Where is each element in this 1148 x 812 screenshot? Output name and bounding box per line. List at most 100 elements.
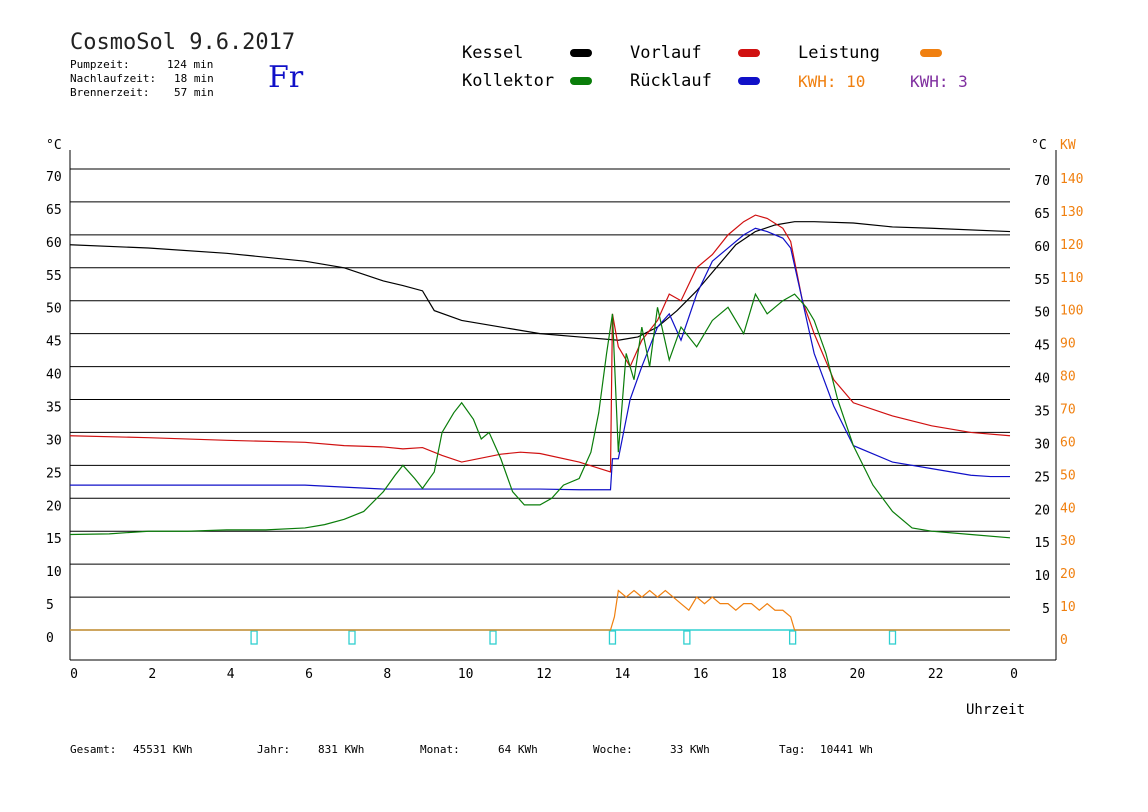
y-tick-right-kw: 10	[1060, 600, 1076, 615]
y-tick-left: 20	[46, 499, 62, 514]
y-tick-right-kw: 50	[1060, 468, 1076, 483]
pump-marker	[348, 630, 356, 645]
y-tick-left: 60	[46, 236, 62, 251]
y-tick-right-kw: 70	[1060, 403, 1076, 418]
y-tick-right-c: 15	[1034, 536, 1050, 551]
x-axis-label: Uhrzeit	[966, 702, 1026, 718]
pump-marker	[888, 630, 897, 645]
legend-vorlauf-label: Vorlauf	[630, 43, 702, 63]
x-tick: 0	[1010, 667, 1018, 682]
pumpzeit-value: 124 min	[167, 58, 214, 71]
x-tick: 6	[305, 667, 313, 682]
pump-marker	[489, 630, 497, 645]
kwh-orange-label: KWH: 10	[798, 72, 866, 91]
footer-gesamt-value: 45531 KWh	[133, 743, 193, 756]
y-tick-left: 40	[46, 368, 62, 383]
legend-kollektor-label: Kollektor	[462, 71, 555, 91]
chart-title: CosmoSol 9.6.2017	[70, 30, 296, 55]
legend-leistung-label: Leistung	[798, 43, 880, 63]
y-tick-right-c: 25	[1034, 470, 1050, 485]
nachlaufzeit-value: 18 min	[174, 72, 214, 85]
series-leistung	[70, 589, 1010, 631]
y-tick-right-c: 30	[1034, 437, 1050, 452]
brennerzeit-label: Brennerzeit:	[70, 86, 150, 99]
y-tick-right-kw: 140	[1060, 172, 1083, 187]
pump-marker	[683, 630, 691, 645]
y-axis-unit-left: °C	[46, 138, 62, 153]
x-tick: 18	[771, 667, 787, 682]
y-tick-left: 15	[46, 532, 62, 547]
x-tick: 14	[615, 667, 631, 682]
y-tick-right-c: 50	[1034, 306, 1050, 321]
brennerzeit-value: 57 min	[174, 86, 214, 99]
legend-ruecklauf-swatch	[738, 77, 760, 85]
weekday-label: Fr	[268, 60, 304, 95]
y-tick-left: 65	[46, 203, 62, 218]
y-tick-right-kw: 60	[1060, 435, 1076, 450]
footer-monat-value: 64 KWh	[498, 743, 538, 756]
footer-woche-value: 33 KWh	[670, 743, 710, 756]
x-tick: 4	[227, 667, 235, 682]
y-tick-left: 35	[46, 401, 62, 416]
y-tick-right-c: 45	[1034, 339, 1050, 354]
pump-marker	[788, 630, 797, 645]
y-tick-right-c: 10	[1034, 569, 1050, 584]
y-tick-right-kw: 0	[1060, 633, 1068, 648]
series-kessel	[69, 221, 1011, 341]
y-tick-right-c: 70	[1034, 174, 1050, 189]
x-tick: 10	[458, 667, 474, 682]
footer-jahr-label: Jahr:	[257, 743, 291, 756]
y-tick-right-kw: 120	[1060, 238, 1083, 253]
legend-vorlauf-swatch	[738, 49, 760, 57]
x-tick: 22	[928, 667, 944, 682]
pumpzeit-label: Pumpzeit:	[70, 58, 130, 71]
series-kollektor	[69, 292, 1011, 539]
pump-marker	[250, 630, 258, 645]
y-tick-right-kw: 30	[1060, 534, 1076, 549]
x-tick: 8	[383, 667, 391, 682]
y-tick-left: 25	[46, 466, 62, 481]
y-tick-right-c: 55	[1034, 273, 1050, 288]
y-tick-right-kw: 130	[1060, 205, 1083, 220]
y-axis-unit-kw: KW	[1060, 138, 1076, 153]
y-tick-right-c: 20	[1034, 503, 1050, 518]
x-tick: 2	[148, 667, 156, 682]
legend-kollektor-swatch	[570, 77, 592, 85]
series-vorlauf	[69, 214, 1011, 473]
footer-jahr-value: 831 KWh	[318, 743, 365, 756]
y-tick-right-kw: 100	[1060, 304, 1083, 319]
y-tick-left: 45	[46, 335, 62, 350]
legend-kessel-label: Kessel	[462, 43, 524, 63]
y-tick-left: 30	[46, 433, 62, 448]
footer-gesamt-label: Gesamt:	[70, 743, 117, 756]
y-tick-right-c: 40	[1034, 372, 1050, 387]
y-tick-right-c: 65	[1034, 207, 1050, 222]
y-tick-left: 55	[46, 269, 62, 284]
y-tick-right-kw: 80	[1060, 370, 1076, 385]
footer-tag-value: 10441 Wh	[820, 743, 873, 756]
y-tick-right-c: 60	[1034, 240, 1050, 255]
y-axis-unit-right: °C	[1031, 138, 1047, 153]
y-tick-left: 10	[46, 565, 62, 580]
y-tick-right-c: 5	[1042, 602, 1050, 617]
y-tick-right-kw: 110	[1060, 271, 1083, 286]
y-tick-right-kw: 90	[1060, 337, 1076, 352]
y-tick-left: 0	[46, 631, 54, 646]
y-tick-right-kw: 20	[1060, 567, 1076, 582]
y-tick-left: 50	[46, 302, 62, 317]
footer-tag-label: Tag:	[779, 743, 806, 756]
y-tick-right-kw: 40	[1060, 501, 1076, 516]
pump-marker	[608, 630, 617, 645]
x-tick: 12	[536, 667, 552, 682]
kwh-purple-label: KWH: 3	[910, 72, 968, 91]
y-tick-left: 5	[46, 598, 54, 613]
footer-monat-label: Monat:	[420, 743, 460, 756]
y-tick-left: 70	[46, 170, 62, 185]
y-tick-right-c: 35	[1034, 405, 1050, 420]
x-tick: 16	[693, 667, 709, 682]
legend-leistung-swatch	[920, 49, 942, 57]
x-tick: 20	[850, 667, 866, 682]
footer-woche-label: Woche:	[593, 743, 633, 756]
legend-ruecklauf-label: Rücklauf	[630, 71, 712, 91]
nachlaufzeit-label: Nachlaufzeit:	[70, 72, 157, 85]
